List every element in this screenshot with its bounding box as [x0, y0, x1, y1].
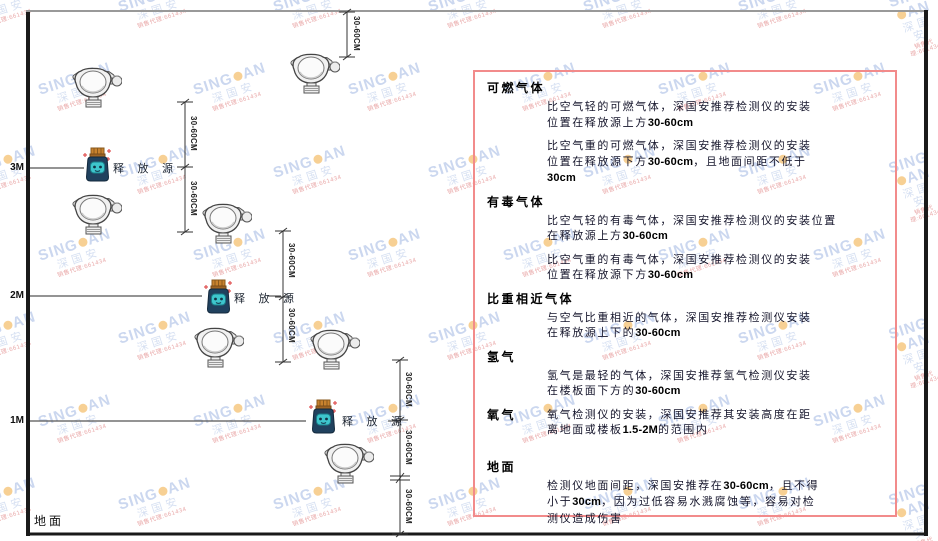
release-source-icon	[308, 399, 338, 435]
section-line: 测仪造成伤害	[547, 511, 623, 525]
dim-label-1m-upper: 30-60CM	[404, 372, 413, 408]
dimension-lines	[177, 8, 410, 538]
dim-label-2m-upper: 30-60CM	[287, 243, 296, 279]
section-line: 位置在释放源下方30-60cm，且地面间距不低于	[547, 154, 807, 168]
section-line: 位置在释放源下方30-60cm	[547, 268, 694, 281]
gas-detector-icon	[324, 442, 375, 484]
section-line: 在释放源上方30-60cm	[547, 229, 669, 242]
section-line: 位置在释放源上方30-60cm	[547, 115, 694, 129]
panel-section: 比重相近气体与空气比重相近的气体，深国安推荐检测仪安装 在释放源上下的30-60c…	[487, 291, 885, 342]
dim-label-2m-lower: 30-60CM	[287, 308, 296, 344]
dim-label-ground-gap: 30-60CM	[404, 489, 413, 525]
release-source-label: 释 放 源	[113, 162, 178, 175]
gas-detector-icon	[72, 66, 123, 108]
sparkle-marks	[204, 281, 232, 293]
section-paragraph: 与空气比重相近的气体，深国安推荐检测仪安装 在释放源上下的30-60cm	[547, 310, 885, 342]
section-heading: 氢气	[487, 349, 517, 364]
section-line: 在释放源上下的30-60cm	[547, 326, 681, 339]
section-heading: 可燃气体	[487, 81, 546, 95]
ground-label: 地面	[34, 514, 65, 528]
section-heading: 氧气	[487, 407, 517, 422]
gas-detector-icon	[290, 52, 341, 94]
dim-label-ceiling: 30-60CM	[352, 16, 361, 52]
section-line: 比空气轻的有毒气体，深国安推荐检测仪的安装位置	[547, 213, 837, 227]
section-paragraph: 比空气重的有毒气体，深国安推荐检测仪的安装 位置在释放源下方30-60cm	[547, 252, 885, 284]
axis-label-1m: 1M	[10, 415, 24, 426]
dim-label-3m-upper: 30-60CM	[189, 116, 198, 152]
section-line: 氢气是最轻的气体，深国安推荐氢气检测仪安装	[547, 368, 812, 382]
section-line: 比空气轻的可燃气体，深国安推荐检测仪的安装	[547, 100, 812, 113]
release-source-label: 释 放 源	[234, 292, 299, 305]
sparkle-marks	[309, 401, 337, 413]
gas-detector-icon	[72, 193, 123, 235]
section-paragraph: 比空气轻的可燃气体，深国安推荐检测仪的安装 位置在释放源上方30-60cm	[547, 99, 885, 131]
section-heading: 有毒气体	[487, 194, 546, 209]
release-source-label: 释 放 源	[342, 415, 407, 428]
gas-detector-icon	[202, 202, 253, 244]
section-line: 比空气重的有毒气体，深国安推荐检测仪的安装	[547, 252, 812, 266]
section-paragraph: 氢气是最轻的气体，深国安推荐氢气检测仪安装 在楼板面下方的30-60cm	[547, 368, 885, 400]
section-paragraph: 氧气检测仪的安装，深国安推荐其安装高度在距 离地面或楼板1.5-2M的范围内	[547, 407, 885, 439]
dim-label-3m-lower: 30-60CM	[189, 181, 198, 217]
panel-section: 氢气氢气是最轻的气体，深国安推荐氢气检测仪安装 在楼板面下方的30-60cm	[487, 349, 885, 400]
section-line: 小于30cm，因为过低容易水溅腐蚀等，容易对检	[547, 495, 816, 508]
dim-label-1m-lower: 30-60CM	[404, 430, 413, 466]
panel-section: 地面检测仪地面间距，深国安推荐在30-60cm，且不得 小于30cm，因为过低容易…	[487, 459, 885, 527]
installation-notes-panel: 可燃气体 比空气轻的可燃气体，深国安推荐检测仪的安装 位置在释放源上方30-60cm…	[473, 70, 897, 525]
release-source-icon	[203, 279, 233, 315]
section-paragraph: 比空气轻的有毒气体，深国安推荐检测仪的安装位置 在释放源上方30-60cm	[547, 213, 885, 245]
section-line: 与空气比重相近的气体，深国安推荐检测仪安装	[547, 310, 812, 324]
section-paragraph: 检测仪地面间距，深国安推荐在30-60cm，且不得 小于30cm，因为过低容易水溅…	[547, 478, 885, 527]
section-paragraph: 比空气重的可燃气体，深国安推荐检测仪的安装 位置在释放源下方30-60cm，且地面…	[547, 138, 885, 187]
section-line: 离地面或楼板1.5-2M的范围内	[547, 423, 709, 436]
height-reference-lines	[30, 167, 398, 422]
panel-section: 有毒气体 比空气轻的有毒气体，深国安推荐检测仪的安装位置 在释放源上方30-60cm…	[487, 194, 885, 284]
panel-section: 氧气 氧气检测仪的安装，深国安推荐其安装高度在距 离地面或楼板1.5-2M的范围内	[487, 407, 885, 439]
section-line: 在楼板面下方的30-60cm	[547, 384, 681, 397]
panel-section: 可燃气体 比空气轻的可燃气体，深国安推荐检测仪的安装 位置在释放源上方30-60cm…	[487, 80, 885, 187]
gas-detector-icon	[194, 326, 245, 368]
section-heading: 地面	[487, 459, 517, 474]
axis-label-3m: 3M	[10, 162, 24, 173]
section-line: 氧气检测仪的安装，深国安推荐其安装高度在距	[547, 407, 812, 421]
section-heading: 比重相近气体	[487, 291, 575, 306]
gas-detector-icon	[310, 328, 361, 370]
axis-label-2m: 2M	[10, 290, 24, 301]
section-line: 检测仪地面间距，深国安推荐在30-60cm，且不得	[547, 478, 820, 492]
section-line: 30cm	[547, 172, 576, 184]
section-line: 比空气重的可燃气体，深国安推荐检测仪的安装	[547, 139, 812, 152]
release-source-icon	[82, 147, 112, 183]
